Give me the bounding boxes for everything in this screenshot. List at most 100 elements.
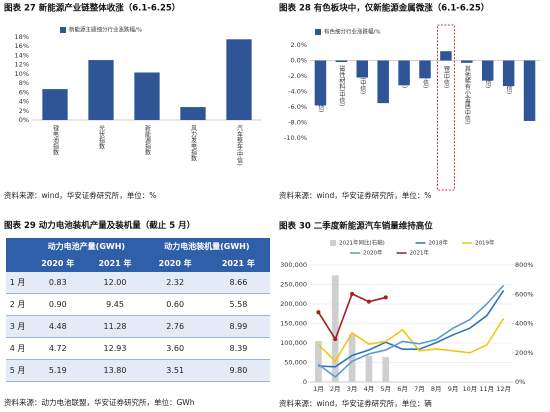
chart-title: 图表 27 新能源产业链整体收涨（6.1-6.25） xyxy=(4,3,180,14)
y2-tick-label: 0% xyxy=(515,378,525,386)
x-tick-label: 磁性材料(中信) xyxy=(338,65,345,106)
x-tick-label: 锂电池指数 xyxy=(52,124,59,156)
table-cell: 8.99 xyxy=(206,315,270,338)
x-tick-label: 新能源指数 xyxy=(144,124,151,156)
table-cell: 5 月 xyxy=(6,359,30,382)
chart-source: 资料来源：wind，华安证券研究所，单位：% xyxy=(279,190,431,200)
header-cell: 动力电池产量(GWH) xyxy=(29,238,144,255)
x-tick-label: 风力发电指数 xyxy=(190,125,197,162)
y2-tick-label: 600% xyxy=(515,290,534,298)
legend-swatch xyxy=(60,27,66,33)
y-tick-label: 2.0% xyxy=(290,41,307,49)
y-tick-label: 0.0% xyxy=(290,57,307,65)
x-tick-label: 汽车整车(中信) xyxy=(236,124,243,165)
table-cell: 2 月 xyxy=(6,293,30,316)
x-tick-label: 1月 xyxy=(313,385,324,393)
x-tick-label: 锂(中信) xyxy=(442,65,449,88)
x-tick-label: 8月 xyxy=(431,385,442,393)
line xyxy=(317,284,505,378)
table-cell: 4 月 xyxy=(6,337,30,360)
x-tick-label: 光伏指数 xyxy=(98,124,105,150)
bar xyxy=(365,355,373,382)
bar xyxy=(42,89,68,120)
y-tick-label: 8% xyxy=(19,79,29,87)
x-tick-label: 其他稀有小金属(中信) xyxy=(463,65,470,124)
table-cell: 13.80 xyxy=(86,359,144,382)
y-tick-label: 16% xyxy=(15,42,29,50)
x-tick-label: 9月 xyxy=(448,385,459,393)
bar xyxy=(180,107,206,120)
line xyxy=(317,317,505,363)
table-row: 1 月 0.83 12.00 2.32 8.66 xyxy=(6,272,270,294)
table-cell: 4.72 xyxy=(29,337,87,360)
y2-tick-label: 800% xyxy=(515,261,534,269)
y2-tick-label: 400% xyxy=(515,320,534,328)
table-cell: 5.19 xyxy=(29,359,87,382)
table-row: 4 月 4.72 12.93 3.60 8.39 xyxy=(6,337,270,360)
y-tick-label: 2% xyxy=(19,107,29,115)
bar xyxy=(134,72,160,120)
header-row: 动力电池产量(GWH) 动力电池装机量(GWH) xyxy=(6,238,270,272)
bar xyxy=(440,51,452,61)
x-tick-label: 5月 xyxy=(380,385,391,393)
y-tick-label: 10% xyxy=(15,70,29,78)
y-tick-label: 100,000 xyxy=(280,339,307,347)
table-source: 资料来源：动力电池联盟，华安证券研究所，单位：GWh xyxy=(4,398,195,407)
y-tick-label: 200,000 xyxy=(280,300,307,308)
y-tick-label: 250,000 xyxy=(280,281,307,289)
bar xyxy=(315,341,322,382)
x-tick-label: 黄金(中信) xyxy=(359,65,366,94)
y-tick-label: 0 xyxy=(303,378,307,386)
bar xyxy=(398,60,410,86)
table-cell: 0.83 xyxy=(29,272,87,294)
x-tick-label: 10月 xyxy=(463,385,478,393)
bar xyxy=(88,60,114,120)
bar xyxy=(481,60,494,81)
subheader-cell: 2021 年 xyxy=(86,255,144,272)
x-tick-label: 3月 xyxy=(347,385,358,393)
point xyxy=(366,299,371,304)
x-tick-label: 7月 xyxy=(414,385,425,393)
y-tick-label: 12% xyxy=(15,61,29,69)
chart-title: 图表 28 有色板块中，仅新能源金属微涨（6.1-6.25） xyxy=(279,3,489,14)
table: 动力电池产量(GWH) 动力电池装机量(GWH) 2020 年 2021 年 2020 … xyxy=(6,238,270,382)
header-cell: 动力电池装机量(GWH) xyxy=(143,238,270,255)
table-cell: 3.60 xyxy=(143,337,207,360)
table-cell: 5.58 xyxy=(206,293,270,316)
table-cell: 4.48 xyxy=(29,315,87,338)
x-tick-label: 12月 xyxy=(496,385,511,393)
table-cell: 8.39 xyxy=(206,337,270,360)
legend-label: 2019年 xyxy=(475,239,495,247)
y-tick-label: 50,000 xyxy=(284,359,307,367)
point xyxy=(350,291,355,296)
x-tick-label: 4月 xyxy=(364,385,375,393)
x-tick-label: 2月 xyxy=(330,385,341,393)
subheader-row: 2020 年 2021 年 2020 年 2021 年 xyxy=(6,255,270,272)
table-row: 5 月 5.19 13.80 3.51 9.80 xyxy=(6,359,270,382)
legend-label: 2020年 xyxy=(363,249,383,257)
bar xyxy=(377,60,389,104)
bar xyxy=(335,60,348,63)
y-tick-label: -4.0% xyxy=(288,88,307,96)
table-cell: 12.93 xyxy=(86,337,144,360)
bar xyxy=(461,60,473,63)
chart-source: 资料来源：wind，华安证券研究所，单位：% xyxy=(4,190,156,200)
bar xyxy=(502,60,515,87)
y-tick-label: -8.0% xyxy=(288,119,307,127)
table-cell: 9.45 xyxy=(86,293,144,316)
x-tick-label: 6月 xyxy=(397,385,408,393)
bar xyxy=(356,60,369,78)
table-title: 图表 29 动力电池装机产量及装机量（截止 5 月） xyxy=(4,221,196,231)
legend-swatch xyxy=(330,240,336,246)
bar xyxy=(331,275,339,382)
highlight-box xyxy=(437,24,455,191)
y-tick-label: -2.0% xyxy=(288,72,307,80)
corner xyxy=(6,238,30,272)
table-cell: 9.80 xyxy=(206,359,270,382)
legend-label: 新能源主题细分行业涨跌幅/% xyxy=(69,26,142,34)
table-cell: 1 月 xyxy=(6,272,30,294)
bar xyxy=(226,39,252,120)
bar xyxy=(314,60,327,106)
